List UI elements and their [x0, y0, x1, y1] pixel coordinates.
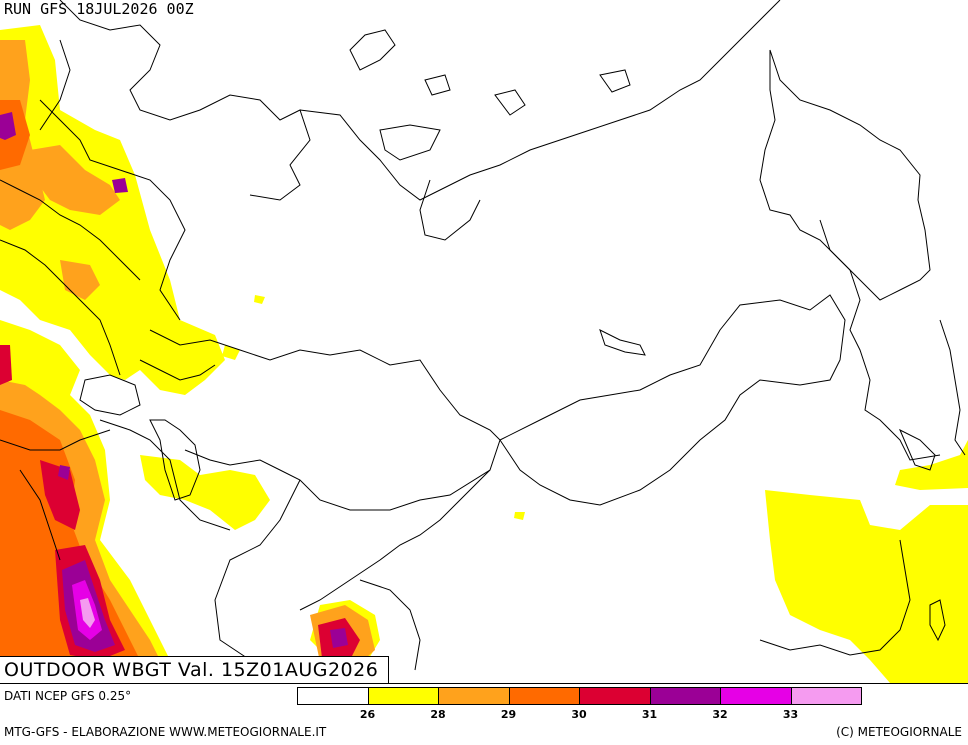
wbgt-map — [0, 0, 968, 683]
legend-swatch — [579, 687, 651, 705]
legend-label: 31 — [641, 708, 658, 721]
footer-copyright: (C) METEOGIORNALE — [836, 725, 962, 739]
legend-swatch — [367, 687, 439, 705]
data-source: DATI NCEP GFS 0.25° — [4, 689, 132, 703]
map-outlines — [0, 0, 966, 671]
legend-swatch — [720, 687, 792, 705]
run-label: RUN GFS 18JUL2026 00Z — [4, 0, 194, 18]
legend-label: 29 — [500, 708, 517, 721]
title-box — [0, 656, 389, 684]
legend-label: 26 — [359, 708, 376, 721]
legend-swatch — [649, 687, 721, 705]
divider — [0, 683, 968, 684]
legend-label: 33 — [782, 708, 799, 721]
footer-credit: MTG-GFS - ELABORAZIONE WWW.METEOGIORNALE… — [4, 725, 327, 739]
legend-label: 32 — [712, 708, 728, 721]
legend-label: 30 — [571, 708, 587, 721]
legend-swatch — [790, 687, 862, 705]
legend-label: 28 — [430, 708, 446, 721]
legend-swatch — [508, 687, 580, 705]
map-title: OUTDOOR WBGT Val. 15Z01AUG2026 — [4, 659, 379, 681]
legend-swatch — [438, 687, 510, 705]
legend-swatch — [297, 687, 369, 705]
